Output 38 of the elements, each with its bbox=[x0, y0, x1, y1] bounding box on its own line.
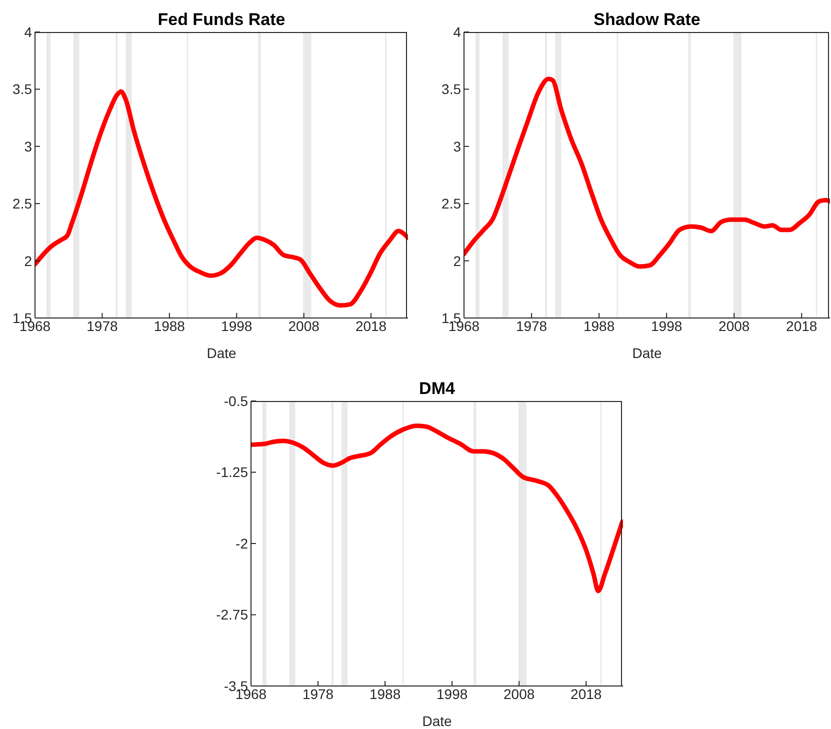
line-series bbox=[464, 76, 830, 269]
x-tick-label: 1978 bbox=[302, 686, 334, 702]
x-tick-label: 1988 bbox=[369, 686, 401, 702]
y-tick-label: 4 bbox=[453, 24, 462, 40]
x-axis-title: Date bbox=[206, 345, 236, 361]
x-tick-label: 2008 bbox=[504, 686, 535, 702]
x-tick-label: 2008 bbox=[718, 318, 750, 334]
y-tick-label: 4 bbox=[24, 24, 32, 40]
chart-title: Shadow Rate bbox=[592, 10, 702, 30]
y-tick-label: 3 bbox=[453, 138, 462, 154]
line-series bbox=[251, 423, 623, 594]
x-tick-label: 1988 bbox=[154, 318, 186, 334]
x-tick-label: 1998 bbox=[651, 318, 682, 334]
line-series bbox=[35, 89, 408, 308]
chart-title: DM4 bbox=[418, 379, 456, 399]
y-tick-label: 2.5 bbox=[12, 196, 32, 212]
y-tick-label: -0.5 bbox=[224, 392, 248, 409]
y-tick-label: -2 bbox=[236, 535, 248, 552]
y-tick-label: -1.25 bbox=[216, 464, 248, 480]
y-tick-label: 3.5 bbox=[12, 81, 32, 98]
x-tick-label: 2018 bbox=[570, 686, 602, 702]
y-tick-label: 3 bbox=[24, 138, 32, 154]
x-axis-title: Date bbox=[422, 713, 452, 729]
y-tick-label: -2.75 bbox=[216, 606, 248, 623]
y-tick-label: 2.5 bbox=[442, 196, 462, 212]
y-tick-label: 2 bbox=[24, 252, 32, 269]
x-tick-label: 2008 bbox=[288, 318, 320, 334]
y-tick-label: 3.5 bbox=[442, 81, 462, 98]
x-tick-label: 1978 bbox=[516, 318, 548, 334]
x-tick-label: 1998 bbox=[221, 318, 252, 334]
x-tick-label: 2018 bbox=[786, 318, 818, 334]
x-axis-title: Date bbox=[632, 345, 662, 361]
x-tick-label: 2018 bbox=[355, 318, 387, 334]
x-tick-label: 1998 bbox=[436, 686, 468, 702]
x-tick-label: 1978 bbox=[86, 318, 118, 334]
x-tick-label: 1988 bbox=[583, 318, 615, 334]
y-tick-label: 2 bbox=[453, 252, 462, 269]
chart-title: Fed Funds Rate bbox=[156, 10, 286, 30]
